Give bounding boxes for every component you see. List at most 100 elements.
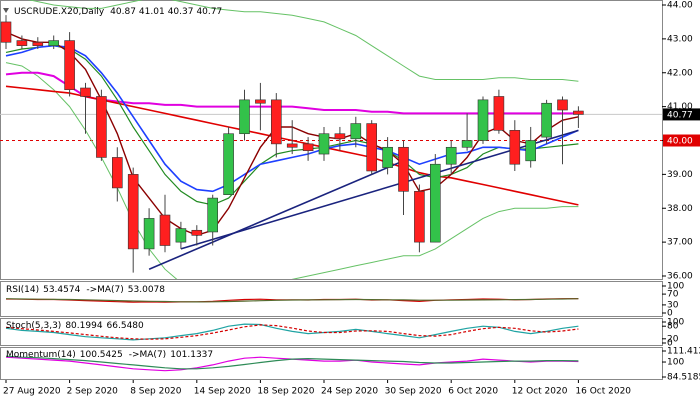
candle-body bbox=[16, 40, 28, 46]
x-tick-label: 24 Sep 2020 bbox=[321, 387, 378, 397]
candle-body bbox=[239, 99, 250, 135]
rsi-panel-frame bbox=[0, 281, 663, 317]
y-tick-label: 39.00 bbox=[667, 170, 693, 180]
candle-body bbox=[509, 130, 521, 165]
x-tick-label: 14 Sep 2020 bbox=[194, 387, 251, 397]
y-tick-label: 37.00 bbox=[667, 238, 693, 248]
panel-header: Stoch(5,3,3) 80.1994 66.5480 bbox=[6, 321, 144, 331]
candle-body bbox=[255, 99, 266, 104]
header-icon bbox=[3, 8, 9, 13]
candle-body bbox=[557, 99, 568, 111]
series-name: Stoch(5,3,3) bbox=[6, 321, 61, 331]
stoch-panel-frame bbox=[0, 318, 663, 346]
candle-body bbox=[191, 229, 203, 236]
series-value: 66.5480 bbox=[107, 321, 144, 331]
candle-body bbox=[350, 123, 362, 140]
y-tick-label: 36.00 bbox=[667, 272, 693, 282]
x-tick-label: 6 Oct 2020 bbox=[448, 387, 498, 397]
candle-body bbox=[159, 214, 171, 246]
series-name: Momentum(14) bbox=[6, 350, 76, 360]
indicator-line bbox=[5, 44, 579, 193]
header-value: 40.37 bbox=[168, 7, 194, 17]
indicator-line bbox=[5, 324, 579, 340]
x-tick-label: 18 Sep 2020 bbox=[257, 387, 314, 397]
x-tick-label: 12 Oct 2020 bbox=[512, 387, 568, 397]
candle-body bbox=[461, 140, 473, 148]
candle-body bbox=[525, 140, 537, 162]
series-value: 80.1994 bbox=[65, 321, 102, 331]
y-tick-label: 80 bbox=[667, 322, 679, 332]
candle-body bbox=[48, 40, 60, 46]
candle-body bbox=[541, 102, 552, 138]
y-tick-label: 0 bbox=[667, 339, 673, 349]
candle-body bbox=[334, 133, 346, 140]
y-tick-label: 20 bbox=[667, 334, 679, 344]
candle-body bbox=[366, 123, 378, 172]
trendline bbox=[148, 160, 404, 270]
y-tick-label: 70 bbox=[667, 290, 679, 300]
candle-body bbox=[32, 41, 44, 46]
y-tick-label: 30 bbox=[667, 300, 679, 310]
candle-body bbox=[112, 157, 123, 189]
price-label-box bbox=[663, 134, 700, 147]
price-label-box bbox=[663, 108, 700, 121]
stoch-plot bbox=[5, 323, 579, 341]
y-tick-label: 100 bbox=[667, 358, 684, 368]
x-tick-label: 30 Sep 2020 bbox=[385, 387, 442, 397]
candle-body bbox=[573, 110, 584, 115]
header-value: 40.87 bbox=[110, 7, 136, 17]
y-tick-label: 100 bbox=[667, 318, 684, 328]
candle-body bbox=[302, 143, 314, 151]
candle-body bbox=[80, 87, 91, 97]
candle-body bbox=[0, 21, 12, 43]
candle-body bbox=[64, 40, 75, 90]
candle-body bbox=[223, 133, 234, 196]
y-tick-label: 44.00 bbox=[667, 1, 693, 11]
overlay: 36.00 37.00 38.00 39.00 40.00 41.00 42.00 43.00… bbox=[3, 1, 700, 397]
y-tick-label: 42.00 bbox=[667, 68, 693, 78]
candle-body bbox=[445, 146, 457, 165]
candle-body bbox=[143, 218, 155, 250]
header-value: 41.01 bbox=[139, 7, 165, 17]
indicator-line bbox=[27, 0, 579, 82]
y-tick-label: 84.5185 bbox=[667, 373, 700, 383]
header-value: USCRUDE.X20,Daily bbox=[14, 7, 105, 17]
y-tick-label: 41.00 bbox=[667, 102, 693, 112]
candle-body bbox=[127, 174, 139, 250]
series-value: 53.0078 bbox=[128, 285, 165, 295]
candle-body bbox=[382, 146, 393, 168]
series-name: ->MA(7) bbox=[129, 350, 166, 360]
rsi-plot bbox=[5, 298, 579, 303]
candle-body bbox=[398, 146, 409, 192]
x-tick-label: 16 Oct 2020 bbox=[575, 387, 631, 397]
candle-body bbox=[270, 99, 282, 145]
series-name: RSI(14) bbox=[6, 285, 39, 295]
indicator-line bbox=[5, 298, 579, 303]
price-label: 40.00 bbox=[667, 137, 693, 147]
candle-body bbox=[286, 143, 298, 148]
momentum-plot bbox=[5, 355, 579, 372]
series-value: 100.5425 bbox=[80, 350, 123, 360]
x-tick-label: 27 Aug 2020 bbox=[3, 387, 61, 397]
price-label: 40.77 bbox=[667, 110, 693, 120]
y-tick-label: 43.00 bbox=[667, 34, 693, 44]
main-plot bbox=[0, 0, 662, 279]
candle-body bbox=[414, 191, 425, 243]
series-value: 101.1337 bbox=[170, 350, 213, 360]
candle-body bbox=[318, 133, 330, 155]
y-tick-label: 38.00 bbox=[667, 204, 693, 214]
header-value: 40.77 bbox=[196, 7, 222, 17]
chart-header: USCRUDE.X20,Daily 40.87 41.01 40.37 40.77 bbox=[14, 7, 222, 17]
indicator-line bbox=[5, 355, 579, 370]
x-tick-label: 8 Sep 2020 bbox=[130, 387, 182, 397]
candle-body bbox=[477, 99, 489, 141]
indicator-line bbox=[5, 323, 579, 341]
panel-header: RSI(14) 53.4574 ->MA(7) 53.0078 bbox=[6, 285, 165, 295]
candle-body bbox=[96, 96, 107, 158]
momentum-panel-frame bbox=[0, 347, 663, 380]
series-value: 53.4574 bbox=[43, 285, 80, 295]
candle-body bbox=[175, 228, 187, 243]
y-tick-label: 100 bbox=[667, 282, 684, 292]
